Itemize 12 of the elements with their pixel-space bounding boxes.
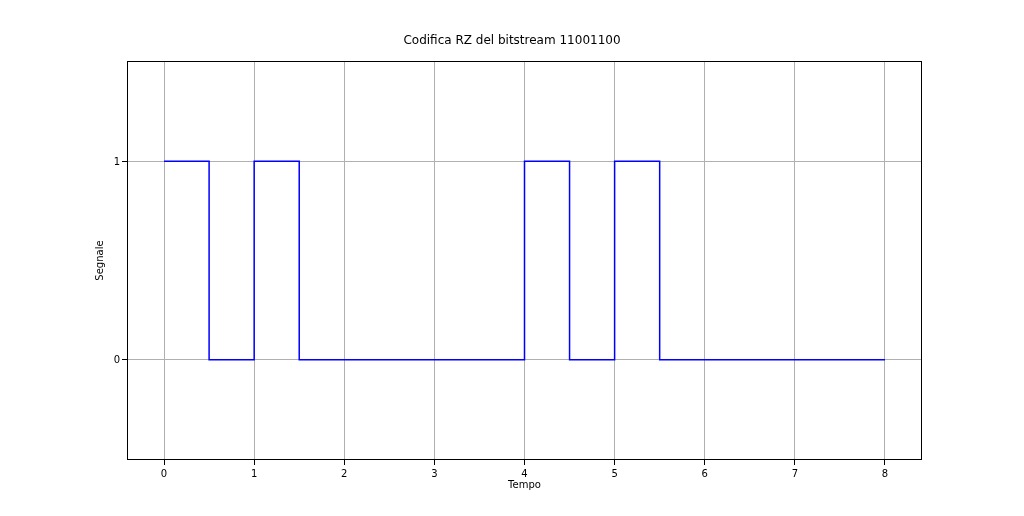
x-tick-label: 0 — [160, 468, 168, 479]
x-tick-label: 3 — [431, 468, 438, 479]
x-tick-label: 5 — [611, 468, 618, 479]
x-tick-label: 8 — [881, 468, 889, 479]
y-axis-title: Segnale — [93, 240, 105, 281]
x-tick-label: 6 — [701, 468, 708, 479]
x-tick-label: 2 — [341, 468, 348, 479]
chart-title: Codifica RZ del bitstream 11001100 — [403, 32, 621, 47]
x-tick-label: 4 — [521, 468, 528, 479]
x-axis-title: Tempo — [507, 479, 541, 490]
x-tick-label: 7 — [791, 468, 799, 479]
x-tick-label: 1 — [250, 468, 258, 479]
